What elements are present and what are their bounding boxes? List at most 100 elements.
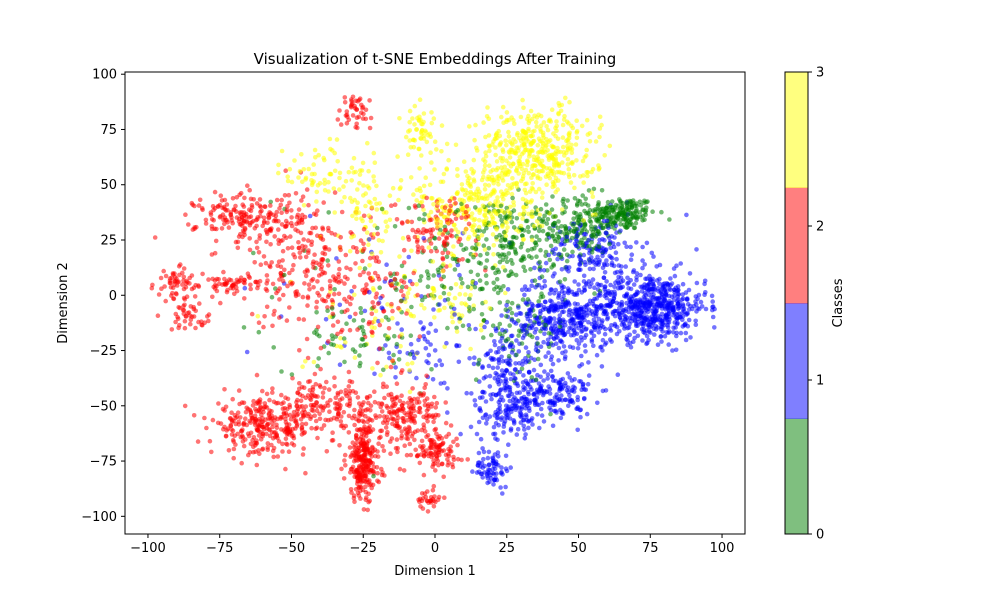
scatter-point-class-2 — [277, 315, 282, 320]
scatter-point-class-1 — [496, 454, 501, 459]
scatter-point-class-2 — [186, 310, 192, 315]
scatter-point-class-3 — [326, 179, 331, 185]
scatter-point-class-1 — [628, 344, 634, 350]
scatter-point-class-3 — [503, 233, 509, 239]
scatter-point-class-1 — [484, 421, 489, 426]
scatter-point-class-2 — [159, 286, 164, 292]
scatter-point-class-2 — [192, 225, 197, 230]
scatter-point-class-3 — [482, 219, 488, 225]
scatter-point-class-3 — [417, 166, 422, 171]
scatter-point-class-2 — [449, 233, 455, 239]
scatter-point-class-2 — [358, 238, 364, 243]
scatter-point-class-2 — [295, 408, 300, 413]
scatter-point-class-3 — [558, 149, 563, 155]
scatter-point-class-1 — [582, 335, 587, 341]
scatter-point-class-3 — [414, 282, 419, 287]
scatter-point-class-0 — [543, 202, 549, 207]
scatter-point-class-3 — [536, 150, 541, 155]
scatter-point-class-2 — [214, 226, 219, 232]
scatter-point-class-2 — [273, 217, 278, 222]
scatter-point-class-0 — [406, 205, 412, 211]
scatter-point-class-1 — [576, 267, 581, 272]
scatter-point-class-3 — [574, 158, 579, 163]
scatter-point-class-1 — [646, 292, 652, 298]
scatter-point-class-2 — [278, 202, 284, 208]
scatter-point-class-2 — [343, 252, 349, 258]
scatter-point-class-2 — [355, 481, 360, 487]
scatter-point-class-0 — [460, 323, 466, 329]
scatter-point-class-2 — [248, 430, 254, 436]
scatter-point-class-2 — [356, 114, 362, 120]
scatter-point-class-2 — [311, 211, 317, 217]
scatter-point-class-2 — [376, 401, 381, 406]
scatter-point-class-1 — [563, 397, 568, 403]
scatter-point-class-3 — [432, 167, 437, 172]
scatter-point-class-1 — [514, 403, 519, 409]
scatter-point-class-2 — [218, 300, 223, 306]
scatter-point-class-2 — [285, 442, 290, 447]
scatter-point-class-2 — [355, 99, 361, 104]
scatter-point-class-0 — [268, 199, 274, 205]
scatter-point-class-1 — [581, 396, 587, 402]
scatter-point-class-3 — [354, 216, 359, 222]
scatter-point-class-1 — [649, 250, 655, 256]
scatter-point-class-3 — [494, 226, 499, 231]
scatter-point-class-2 — [424, 396, 430, 401]
scatter-point-class-2 — [170, 271, 176, 276]
scatter-point-class-3 — [435, 224, 440, 229]
scatter-point-class-3 — [580, 158, 586, 164]
scatter-point-class-3 — [296, 175, 301, 180]
scatter-point-class-1 — [569, 316, 574, 321]
scatter-point-class-3 — [522, 181, 528, 187]
scatter-point-class-1 — [646, 281, 652, 287]
scatter-point-class-1 — [604, 258, 609, 263]
scatter-point-class-3 — [487, 148, 492, 154]
scatter-point-class-2 — [388, 439, 393, 444]
scatter-point-class-1 — [579, 290, 585, 295]
scatter-point-class-0 — [556, 235, 562, 240]
scatter-point-class-2 — [291, 262, 296, 268]
scatter-point-class-2 — [300, 212, 305, 218]
scatter-point-class-2 — [232, 291, 237, 297]
scatter-point-class-1 — [615, 278, 620, 284]
scatter-point-class-1 — [513, 321, 519, 326]
scatter-point-class-0 — [537, 315, 543, 320]
scatter-point-class-3 — [520, 216, 525, 221]
scatter-point-class-1 — [653, 296, 658, 301]
scatter-point-class-3 — [584, 117, 590, 123]
scatter-point-class-3 — [531, 223, 537, 229]
scatter-point-class-0 — [476, 362, 481, 367]
scatter-point-class-3 — [470, 171, 476, 176]
scatter-point-class-1 — [678, 330, 684, 336]
scatter-point-class-0 — [504, 259, 510, 265]
scatter-point-class-2 — [182, 403, 188, 409]
scatter-point-class-1 — [493, 328, 499, 334]
scatter-point-class-2 — [361, 226, 367, 232]
scatter-point-class-2 — [243, 437, 248, 442]
scatter-point-class-1 — [424, 359, 429, 364]
scatter-point-class-2 — [162, 284, 167, 289]
scatter-point-class-3 — [522, 209, 527, 215]
scatter-point-class-1 — [686, 317, 692, 323]
scatter-point-class-3 — [572, 185, 577, 191]
scatter-point-class-2 — [441, 448, 447, 453]
scatter-point-class-0 — [279, 369, 284, 374]
scatter-point-class-0 — [497, 331, 503, 337]
scatter-point-class-3 — [473, 192, 478, 197]
scatter-point-class-2 — [261, 254, 267, 259]
scatter-point-class-1 — [393, 375, 398, 380]
scatter-point-class-3 — [541, 120, 547, 125]
scatter-point-class-3 — [487, 163, 492, 168]
scatter-point-class-3 — [501, 196, 506, 202]
scatter-point-class-2 — [300, 247, 306, 253]
scatter-point-class-2 — [257, 233, 263, 238]
scatter-point-class-1 — [581, 252, 587, 258]
scatter-point-class-1 — [545, 341, 551, 347]
scatter-point-class-3 — [507, 150, 512, 155]
scatter-point-class-3 — [428, 209, 434, 215]
scatter-point-class-0 — [477, 286, 483, 292]
scatter-point-class-3 — [547, 175, 553, 181]
scatter-point-class-2 — [310, 384, 316, 390]
scatter-point-class-2 — [259, 419, 265, 425]
scatter-point-class-1 — [502, 419, 508, 424]
